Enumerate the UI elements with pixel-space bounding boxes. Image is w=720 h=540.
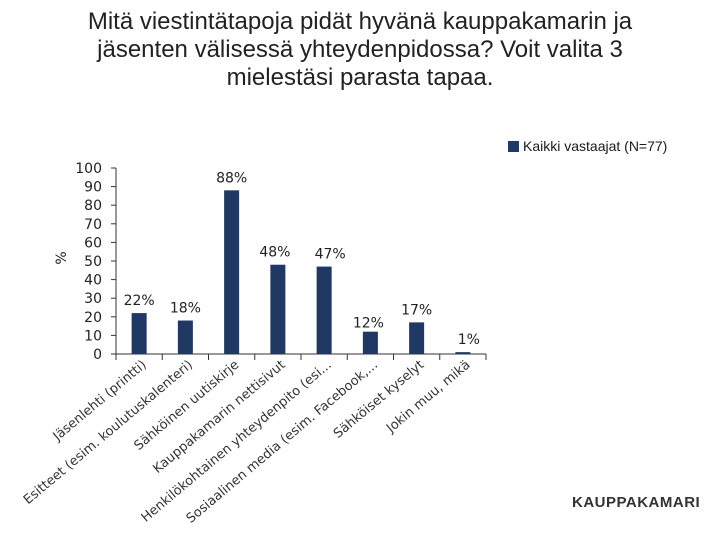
y-tick-label: 90 (84, 180, 102, 196)
y-tick-label: 20 (84, 310, 102, 326)
x-category-label: Esitteet (esim. koulutuskalenteri) (21, 358, 196, 508)
data-label: 12% (353, 316, 384, 332)
bar (224, 190, 240, 354)
legend-label: Kaikki vastaajat (N=77) (523, 138, 668, 154)
legend-swatch (508, 140, 519, 152)
title-line-1: Mitä viestintätapoja pidät hyvänä kauppa… (87, 8, 633, 35)
y-tick-label: 50 (84, 254, 102, 270)
title-line-3: mielestäsi parasta tapaa. (226, 64, 494, 91)
x-category-label: Jokin muu, mikä (383, 358, 473, 437)
y-tick-label: 0 (93, 347, 102, 363)
data-label: 22% (124, 293, 155, 309)
bar (177, 320, 193, 354)
bar (270, 264, 286, 354)
y-tick-label: 30 (84, 291, 102, 307)
y-tick-label: 10 (84, 328, 102, 344)
data-label: 48% (259, 245, 290, 261)
bar (131, 313, 147, 354)
y-tick-label: 100 (75, 161, 102, 177)
legend: Kaikki vastaajat (N=77) (508, 138, 667, 154)
y-tick-label: 80 (84, 198, 102, 214)
data-label: 18% (170, 301, 201, 317)
y-axis-label: % (54, 251, 70, 264)
data-label: 47% (315, 247, 346, 263)
title-line-2: jäsenten välisessä yhteydenpidossa? Voit… (97, 36, 623, 63)
data-label: 17% (401, 302, 432, 318)
bar (362, 331, 378, 354)
y-tick-label: 40 (84, 273, 102, 289)
data-label: 88% (216, 170, 247, 186)
bar (409, 322, 425, 354)
y-tick-label: 70 (84, 217, 102, 233)
chart-title: Mitä viestintätapoja pidät hyvänä kauppa… (0, 8, 720, 92)
y-tick-label: 60 (84, 235, 102, 251)
bar (316, 266, 332, 354)
kauppakamari-logo: KAUPPAKAMARI (572, 494, 701, 511)
bar (455, 352, 471, 354)
data-label: 1% (458, 332, 480, 348)
